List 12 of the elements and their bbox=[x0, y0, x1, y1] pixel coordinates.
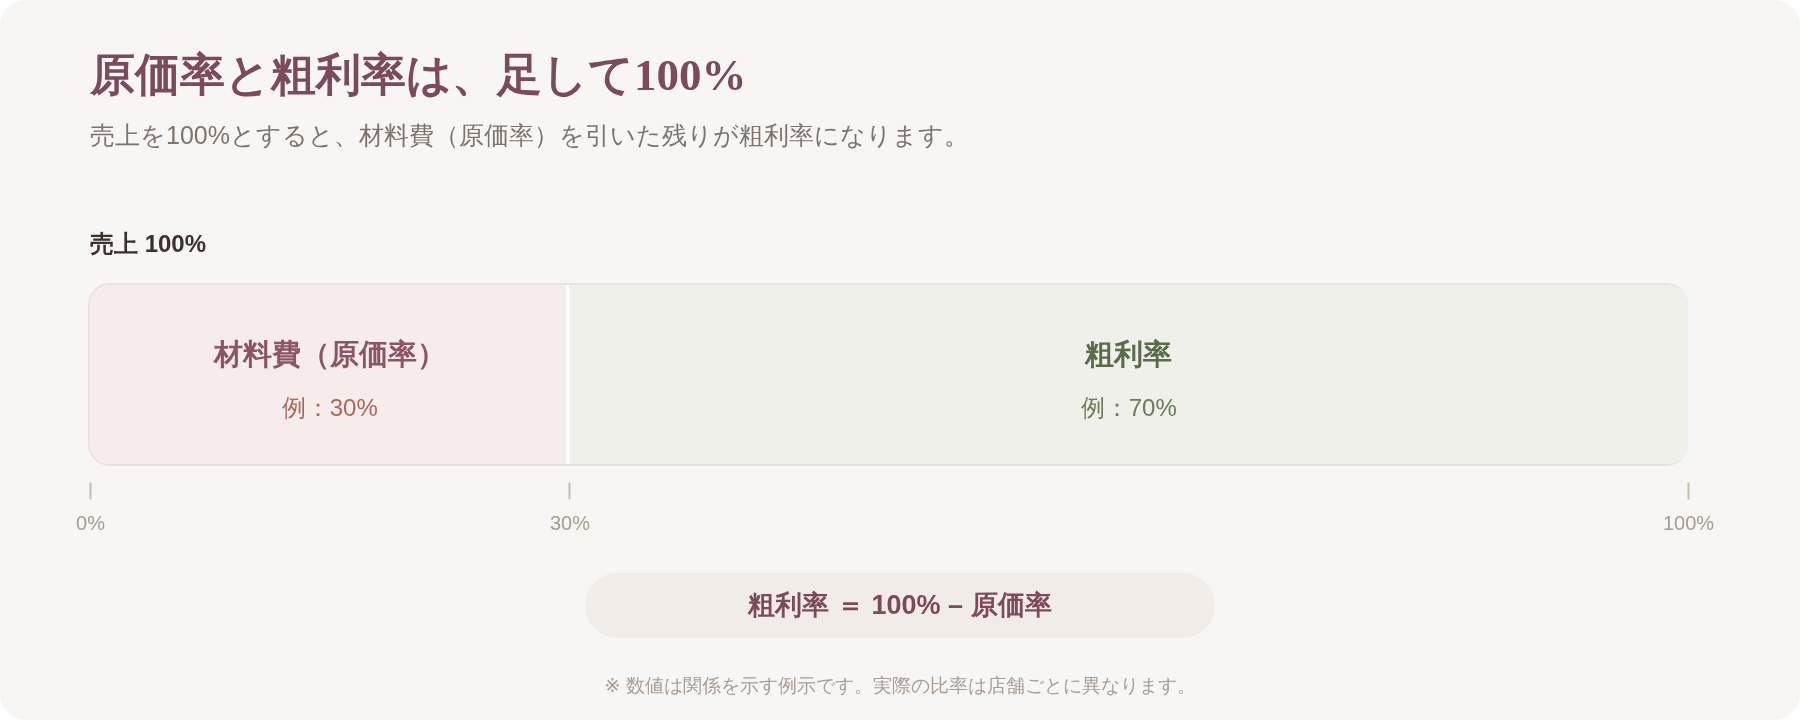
data-label: 例：30% bbox=[281, 393, 378, 421]
chart-title: 原価率と粗利率は、足して100% bbox=[90, 50, 747, 100]
text: 粗利率 ＝ 100% – 原価率 bbox=[748, 589, 1052, 621]
x-tick-label: 30% bbox=[549, 511, 591, 534]
series-label: 材料費（原価率） bbox=[211, 337, 446, 370]
series-label: 粗利率 bbox=[1084, 337, 1173, 370]
x-tick-label: 100% bbox=[1662, 511, 1715, 534]
x-tick-label: 0% bbox=[76, 511, 106, 534]
chart-subtitle: 売上を100%とすると、材料費（原価率）を引いた残りが粗利率になります。 bbox=[90, 120, 969, 150]
data-label: 例：70% bbox=[1080, 393, 1177, 421]
text: ※ 数値は関係を示す例示です。実際の比率は店舗ごとに異なります。 bbox=[604, 674, 1196, 698]
y-tick-label: 売上 100% bbox=[90, 230, 207, 257]
